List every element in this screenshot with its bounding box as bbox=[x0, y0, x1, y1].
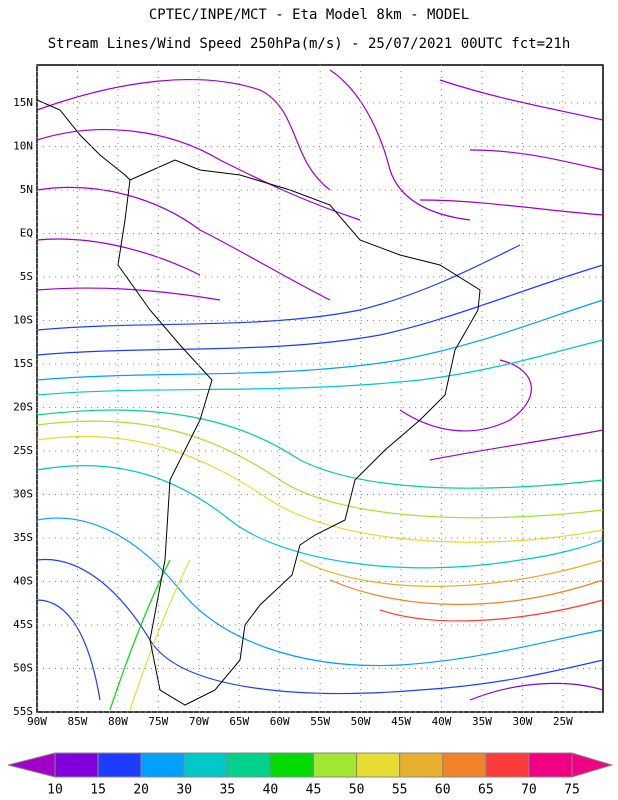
colorbar-label: 70 bbox=[521, 783, 537, 798]
lat-label: 10N bbox=[13, 140, 33, 153]
colorbar-label: 40 bbox=[263, 783, 279, 798]
colorbar-segment bbox=[140, 752, 185, 778]
map-frame bbox=[36, 64, 604, 713]
colorbar-label: 75 bbox=[564, 783, 580, 798]
colorbar-segment bbox=[313, 752, 358, 778]
lat-label: 40S bbox=[13, 575, 33, 588]
lat-label: 15S bbox=[13, 357, 33, 370]
lon-label: 90W bbox=[27, 715, 47, 728]
subtitle: Stream Lines/Wind Speed 250hPa(m/s) - 25… bbox=[48, 36, 571, 52]
colorbar-segment bbox=[226, 752, 271, 778]
colorbar-arrow-high bbox=[571, 752, 614, 778]
lon-label: 60W bbox=[270, 715, 290, 728]
colorbar-segment bbox=[399, 752, 444, 778]
map bbox=[36, 64, 604, 713]
lat-label: 50S bbox=[13, 662, 33, 675]
colorbar-arrow-low bbox=[7, 752, 56, 778]
colorbar-segment bbox=[442, 752, 487, 778]
colorbar-label: 65 bbox=[478, 783, 494, 798]
lon-label: 85W bbox=[68, 715, 88, 728]
streamlines bbox=[36, 69, 604, 711]
colorbar-label: 15 bbox=[90, 783, 106, 798]
colorbar-label: 60 bbox=[435, 783, 451, 798]
lat-label: 10S bbox=[13, 314, 33, 327]
colorbar-label: 30 bbox=[176, 783, 192, 798]
lon-label: 75W bbox=[148, 715, 168, 728]
lon-label: 80W bbox=[108, 715, 128, 728]
lat-label: 5N bbox=[20, 183, 33, 196]
lon-label: 35W bbox=[472, 715, 492, 728]
colorbar-segment bbox=[183, 752, 228, 778]
lat-label: 20S bbox=[13, 401, 33, 414]
lon-label: 40W bbox=[432, 715, 452, 728]
lat-label: 45S bbox=[13, 618, 33, 631]
colorbar-segment bbox=[485, 752, 530, 778]
lat-label: 15N bbox=[13, 96, 33, 109]
lon-label: 30W bbox=[512, 715, 532, 728]
colorbar-segment bbox=[356, 752, 401, 778]
colorbar: 10 15 20 30 35 40 45 50 55 60 65 70 75 bbox=[7, 752, 614, 798]
lon-label: 70W bbox=[189, 715, 209, 728]
central-america bbox=[36, 99, 131, 181]
colorbar-label: 55 bbox=[392, 783, 408, 798]
colorbar-segment bbox=[54, 752, 99, 778]
colorbar-label: 35 bbox=[220, 783, 236, 798]
lat-label: EQ bbox=[20, 227, 33, 240]
colorbar-label: 50 bbox=[349, 783, 365, 798]
colorbar-segment bbox=[269, 752, 314, 778]
lon-label: 55W bbox=[310, 715, 330, 728]
colorbar-segment bbox=[97, 752, 142, 778]
colorbar-label: 45 bbox=[306, 783, 322, 798]
lon-label: 50W bbox=[351, 715, 371, 728]
lat-label: 5S bbox=[20, 270, 33, 283]
lat-label: 25S bbox=[13, 444, 33, 457]
lat-label: 35S bbox=[13, 531, 33, 544]
lat-label: 30S bbox=[13, 488, 33, 501]
lon-label: 25W bbox=[553, 715, 573, 728]
lat-label: 55S bbox=[13, 705, 33, 718]
colorbar-segment bbox=[528, 752, 573, 778]
lon-label: 45W bbox=[391, 715, 411, 728]
title: CPTEC/INPE/MCT - Eta Model 8km - MODEL bbox=[149, 7, 469, 23]
coastline bbox=[117, 159, 481, 706]
colorbar-label: 10 bbox=[47, 783, 63, 798]
lon-label: 65W bbox=[229, 715, 249, 728]
colorbar-label: 20 bbox=[133, 783, 149, 798]
